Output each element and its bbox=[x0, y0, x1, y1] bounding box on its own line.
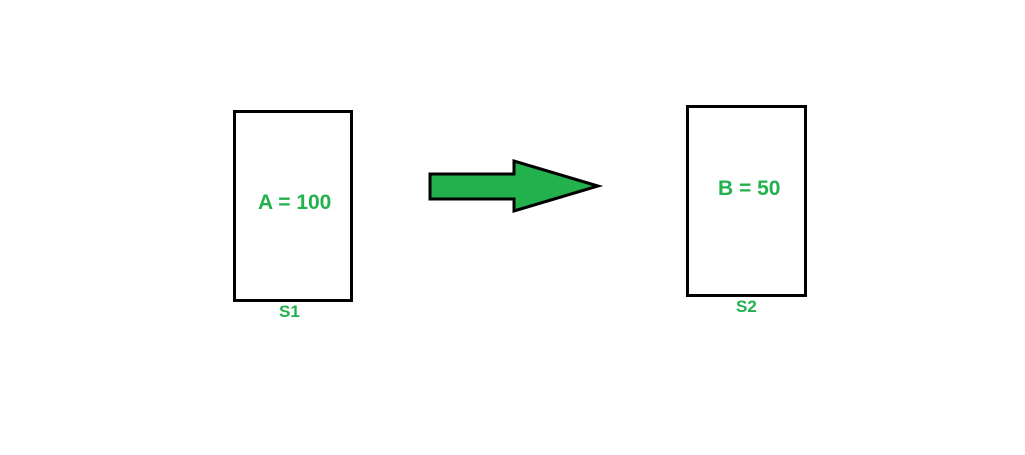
value-b-text: B = 50 bbox=[718, 177, 781, 200]
box-s1-label: S1 bbox=[279, 302, 300, 321]
value-a-text: A = 100 bbox=[258, 191, 332, 214]
box-s1 bbox=[233, 110, 353, 302]
arrow-shape bbox=[428, 158, 604, 214]
box-s2-label: S2 bbox=[736, 297, 757, 316]
box-s2 bbox=[686, 105, 807, 297]
